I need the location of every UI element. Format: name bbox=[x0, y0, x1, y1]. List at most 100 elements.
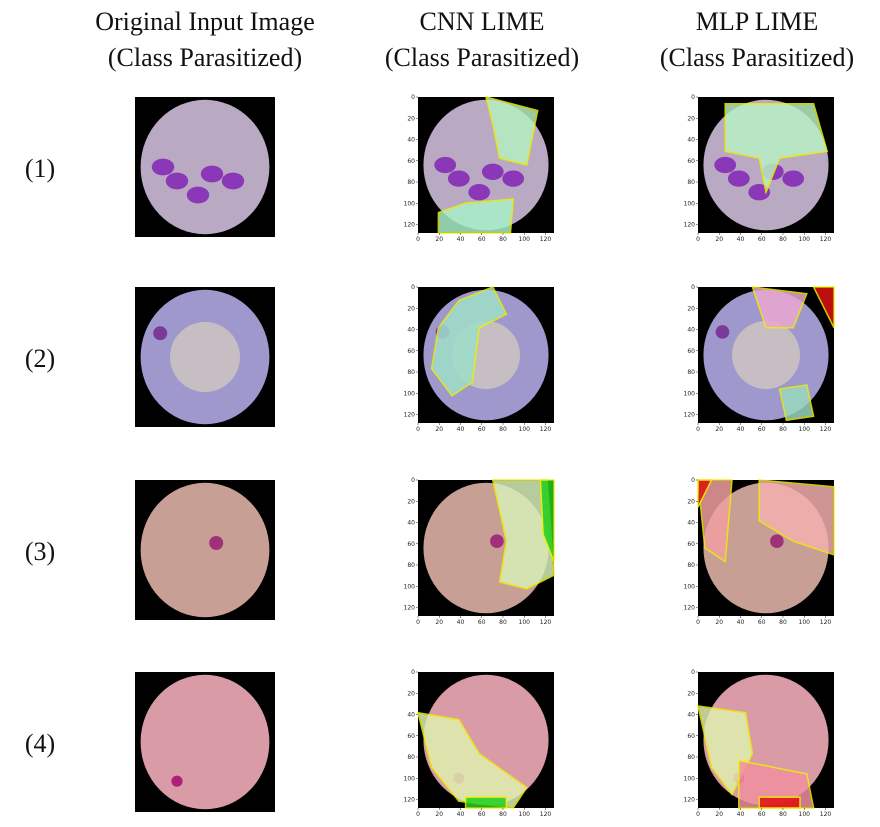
lime-region bbox=[464, 796, 508, 809]
stain bbox=[481, 163, 504, 180]
x-tick-label: 20 bbox=[715, 236, 723, 243]
stain bbox=[468, 184, 491, 201]
y-tick-label: 20 bbox=[407, 498, 415, 505]
y-tick-label: 60 bbox=[687, 541, 695, 548]
y-tick-label: 0 bbox=[691, 477, 695, 484]
y-tick-label: 60 bbox=[687, 348, 695, 355]
y-tick-label: 20 bbox=[687, 690, 695, 697]
x-tick-label: 80 bbox=[779, 811, 787, 818]
cell-center bbox=[170, 322, 240, 392]
stain bbox=[151, 158, 175, 176]
x-tick-label: 0 bbox=[416, 426, 420, 433]
y-tick-label: 0 bbox=[691, 669, 695, 676]
lime-region bbox=[416, 711, 528, 809]
column-header: CNN LIME bbox=[420, 7, 545, 36]
x-tick-label: 120 bbox=[820, 811, 832, 818]
y-tick-label: 0 bbox=[411, 284, 415, 291]
x-tick-label: 120 bbox=[540, 619, 552, 626]
y-tick-label: 0 bbox=[411, 94, 415, 101]
x-tick-label: 40 bbox=[457, 619, 465, 626]
y-tick-label: 40 bbox=[407, 327, 415, 334]
stain bbox=[714, 156, 737, 174]
lime-region bbox=[430, 286, 508, 397]
x-tick-label: 0 bbox=[696, 811, 700, 818]
x-tick-label: 120 bbox=[540, 426, 552, 433]
stain bbox=[727, 170, 750, 187]
y-tick-label: 0 bbox=[691, 284, 695, 291]
x-tick-label: 40 bbox=[737, 619, 745, 626]
y-tick-label: 40 bbox=[407, 137, 415, 144]
x-tick-label: 100 bbox=[799, 426, 811, 433]
y-tick-label: 0 bbox=[411, 477, 415, 484]
cell bbox=[140, 674, 270, 810]
x-tick-label: 0 bbox=[416, 236, 420, 243]
x-tick-label: 20 bbox=[715, 426, 723, 433]
y-tick-label: 60 bbox=[687, 158, 695, 165]
x-tick-label: 60 bbox=[758, 619, 766, 626]
stain bbox=[502, 170, 525, 187]
x-tick-label: 60 bbox=[478, 426, 486, 433]
x-tick-label: 20 bbox=[435, 426, 443, 433]
y-tick-label: 60 bbox=[407, 733, 415, 740]
x-tick-label: 100 bbox=[519, 236, 531, 243]
y-tick-label: 100 bbox=[684, 390, 696, 397]
y-tick-label: 80 bbox=[407, 754, 415, 761]
lime-region bbox=[738, 759, 815, 809]
lime-region bbox=[697, 479, 713, 508]
x-tick-label: 20 bbox=[435, 236, 443, 243]
x-tick-label: 40 bbox=[737, 236, 745, 243]
stain bbox=[221, 172, 245, 190]
x-tick-label: 120 bbox=[540, 236, 552, 243]
x-tick-label: 80 bbox=[499, 236, 507, 243]
x-tick-label: 80 bbox=[499, 619, 507, 626]
lime-region bbox=[437, 198, 515, 234]
y-tick-label: 100 bbox=[404, 390, 416, 397]
x-tick-label: 80 bbox=[499, 426, 507, 433]
y-tick-label: 100 bbox=[684, 200, 696, 207]
y-tick-label: 20 bbox=[407, 305, 415, 312]
y-tick-label: 120 bbox=[404, 412, 416, 419]
y-tick-label: 40 bbox=[407, 712, 415, 719]
cell-center bbox=[732, 321, 800, 389]
x-tick-label: 60 bbox=[478, 811, 486, 818]
x-tick-label: 40 bbox=[457, 426, 465, 433]
lime-region bbox=[778, 384, 815, 422]
y-tick-label: 80 bbox=[687, 179, 695, 186]
y-tick-label: 100 bbox=[404, 583, 416, 590]
y-tick-label: 120 bbox=[404, 222, 416, 229]
x-tick-label: 40 bbox=[457, 811, 465, 818]
x-tick-label: 80 bbox=[779, 619, 787, 626]
x-tick-label: 60 bbox=[478, 236, 486, 243]
y-tick-label: 120 bbox=[684, 412, 696, 419]
x-tick-label: 100 bbox=[519, 811, 531, 818]
y-tick-label: 100 bbox=[684, 775, 696, 782]
x-tick-label: 120 bbox=[820, 619, 832, 626]
x-tick-label: 60 bbox=[758, 811, 766, 818]
y-tick-label: 100 bbox=[404, 200, 416, 207]
y-tick-label: 40 bbox=[407, 520, 415, 527]
y-tick-label: 120 bbox=[684, 605, 696, 612]
column-header: MLP LIME bbox=[696, 7, 819, 36]
stain bbox=[165, 172, 189, 190]
stain bbox=[186, 186, 210, 204]
x-tick-label: 100 bbox=[519, 426, 531, 433]
stain bbox=[447, 170, 470, 187]
column-header: (Class Parasitized) bbox=[385, 43, 579, 72]
lime-region bbox=[697, 479, 733, 563]
column-header: (Class Parasitized) bbox=[108, 43, 302, 72]
y-tick-label: 20 bbox=[687, 498, 695, 505]
lime-region bbox=[539, 479, 555, 562]
row-label: (2) bbox=[25, 344, 55, 373]
x-tick-label: 120 bbox=[540, 811, 552, 818]
row-label: (1) bbox=[25, 154, 55, 183]
lime-region bbox=[758, 796, 801, 809]
x-tick-label: 80 bbox=[779, 236, 787, 243]
stain bbox=[200, 165, 224, 183]
x-tick-label: 20 bbox=[435, 619, 443, 626]
lime-region bbox=[758, 479, 835, 556]
x-tick-label: 0 bbox=[696, 619, 700, 626]
x-tick-label: 100 bbox=[799, 619, 811, 626]
x-tick-label: 60 bbox=[758, 426, 766, 433]
cell bbox=[140, 482, 270, 618]
